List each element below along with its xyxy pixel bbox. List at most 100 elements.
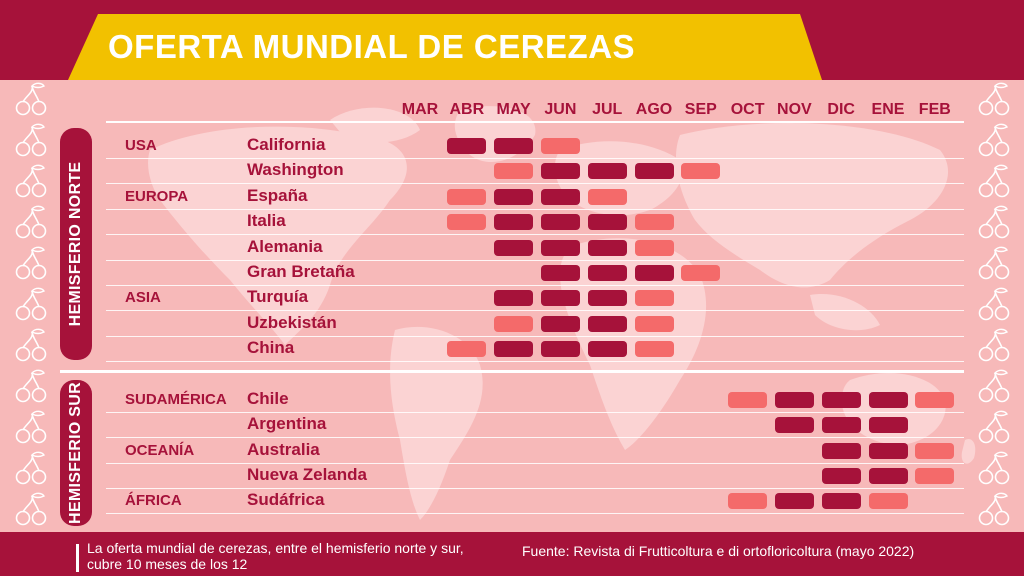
supply-pill-abr (447, 341, 487, 358)
supply-pill-jul (587, 265, 627, 281)
country-label: Nueva Zelanda (247, 464, 367, 484)
supply-pill-jun (540, 163, 580, 180)
country-label: China (247, 338, 295, 358)
region-label: EUROPA (125, 187, 189, 205)
country-label: California (247, 135, 326, 154)
supply-pill-may (494, 341, 534, 358)
cherry-icon (15, 287, 47, 321)
country-label: Chile (247, 389, 289, 408)
row-divider (106, 285, 964, 286)
supply-pill-jun (540, 214, 580, 231)
hemisphere-north-label: HEMISFERIO NORTE (60, 128, 92, 360)
cherry-icon (15, 492, 47, 526)
region-label: USA (125, 137, 157, 154)
supply-pill-ene (868, 467, 908, 484)
supply-pill-dic (821, 467, 861, 484)
supply-pill-ago (634, 315, 674, 332)
supply-pill-ene (868, 493, 908, 510)
row-divider (106, 183, 964, 185)
supply-pill-ene (868, 417, 908, 434)
month-label-may: MAY (496, 101, 531, 118)
region-label: ASIA (125, 289, 161, 307)
supply-pill-may (494, 315, 534, 332)
cherry-icon (978, 205, 1010, 239)
footer (0, 532, 1024, 576)
supply-pill-jun (540, 138, 580, 154)
supply-pill-ago (634, 163, 674, 180)
country-label: Washington (247, 160, 344, 180)
cherry-icon (15, 246, 47, 280)
country-label: Uzbekistán (247, 312, 337, 332)
month-label-oct: OCT (730, 101, 765, 118)
supply-pill-oct (728, 493, 768, 510)
country-label: Gran Bretaña (247, 262, 355, 281)
month-label-nov: NOV (777, 101, 812, 118)
row-divider (106, 487, 964, 489)
region-label: SUDAMÉRICA (125, 391, 227, 408)
supply-pill-may (494, 239, 534, 256)
supply-pill-dic (821, 442, 861, 459)
month-label-jun: JUN (544, 101, 577, 118)
month-label-ago: AGO (635, 101, 673, 118)
supply-pill-dic (821, 392, 861, 408)
supply-pill-jul (587, 188, 627, 205)
country-label: Sudáfrica (247, 490, 325, 510)
cherry-icon (978, 492, 1010, 526)
supply-pill-ago (634, 290, 674, 307)
country-label: Turquía (247, 287, 309, 307)
cherry-icon (978, 123, 1010, 157)
supply-pill-abr (447, 214, 487, 231)
supply-pill-may (494, 214, 534, 231)
cherry-icon (978, 328, 1010, 362)
row-divider (106, 208, 964, 210)
supply-pill-ago (634, 341, 674, 358)
cherry-icon (15, 164, 47, 198)
country-label: España (247, 185, 308, 205)
supply-pill-ene (868, 392, 908, 408)
supply-pill-sep (681, 265, 721, 281)
supply-pill-may (494, 188, 534, 205)
hemisphere-separator (60, 370, 964, 373)
cherry-icon (978, 369, 1010, 403)
supply-pill-ene (868, 442, 908, 459)
footer-accent-bar (76, 544, 79, 572)
supply-pill-ago (634, 214, 674, 231)
supply-pill-jun (540, 239, 580, 256)
supply-pill-jun (540, 290, 580, 307)
supply-pill-may (494, 138, 534, 154)
supply-pill-jul (587, 214, 627, 231)
supply-pill-jun (540, 315, 580, 332)
cherry-icon (15, 369, 47, 403)
cherry-icon (15, 82, 47, 116)
region-label: OCEANÍA (125, 441, 195, 459)
supply-pill-abr (447, 138, 487, 154)
row-divider (106, 462, 964, 464)
row-divider (106, 259, 964, 261)
supply-pill-nov (774, 417, 814, 434)
row-divider (106, 310, 964, 312)
country-label: Alemania (247, 236, 323, 256)
hemisphere-south-label: HEMISFERIO SUR (60, 380, 92, 526)
supply-pill-feb (915, 392, 955, 408)
chart-title: OFERTA MUNDIAL DE CEREZAS (108, 28, 636, 65)
cherry-icon (15, 410, 47, 444)
row-divider (106, 513, 964, 515)
cherry-icon (15, 205, 47, 239)
row-divider (106, 335, 964, 337)
cherry-icon (15, 328, 47, 362)
country-label: Italia (247, 211, 286, 231)
supply-pill-sep (681, 163, 721, 180)
supply-pill-jun (540, 341, 580, 358)
month-label-sep: SEP (684, 101, 717, 118)
supply-pill-nov (774, 392, 814, 408)
supply-pill-nov (774, 493, 814, 510)
country-label: Argentina (247, 414, 327, 434)
supply-pill-may (494, 290, 534, 307)
supply-pill-jul (587, 341, 627, 358)
cherry-icon (978, 287, 1010, 321)
supply-pill-jul (587, 163, 627, 180)
supply-pill-oct (728, 392, 768, 408)
row-divider (106, 361, 964, 363)
supply-pill-ago (634, 265, 674, 281)
